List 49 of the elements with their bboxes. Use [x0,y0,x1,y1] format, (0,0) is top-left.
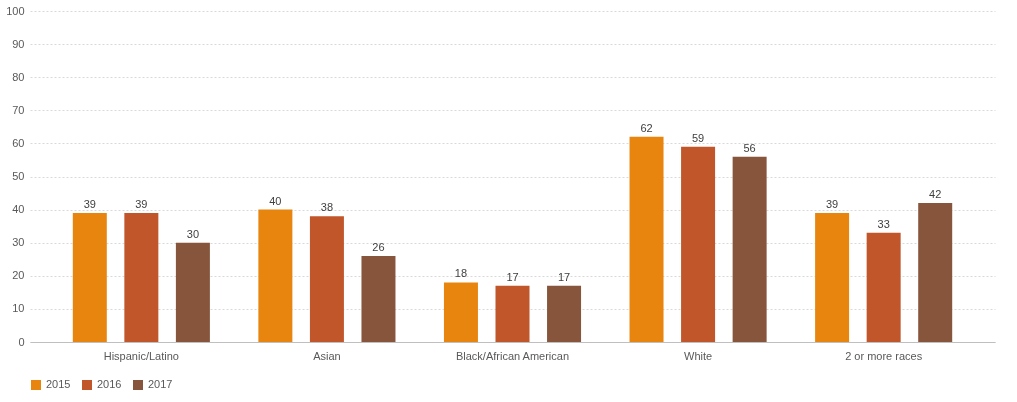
bar [547,285,582,342]
bar [309,216,344,342]
y-tick-label: 40 [12,203,25,216]
data-label: 39 [135,197,148,210]
legend-label: 2015 [46,378,71,390]
data-label: 26 [372,240,385,253]
data-label: 17 [506,270,519,283]
data-label: 62 [640,121,653,134]
y-tick-label: 20 [12,269,25,282]
bar [361,255,396,342]
data-label: 39 [825,197,839,210]
y-tick-label: 30 [12,236,25,249]
data-label: 17 [557,270,571,283]
bar [918,202,953,342]
data-label: 42 [929,187,942,200]
bar [443,282,478,342]
legend-label: 2016 [97,378,122,390]
bar [732,156,767,342]
bar [124,212,159,342]
y-tick-label: 90 [12,37,25,50]
bar [175,242,210,342]
x-tick-label: Hispanic/Latino [103,349,179,362]
data-label: 33 [877,217,890,230]
data-label: 38 [320,201,334,214]
bar [72,212,107,342]
y-tick-label: 10 [12,302,25,315]
bar [866,232,901,342]
data-label: 18 [454,267,468,280]
bar [495,285,530,342]
data-label: 40 [269,194,282,207]
y-tick-label: 80 [12,70,25,83]
bar [815,212,850,342]
data-label: 39 [83,197,96,210]
data-label: 30 [186,227,200,240]
x-tick-label: 2 or more races [845,349,923,362]
bar [258,209,293,342]
y-tick-label: 0 [18,335,25,348]
y-tick-label: 70 [12,103,25,116]
y-tick-label: 50 [12,170,25,182]
y-tick-label: 60 [12,136,25,149]
x-tick-label: White [684,349,713,362]
x-tick-label: Asian [313,349,341,362]
data-label: 56 [743,141,756,154]
legend-label: 2017 [148,378,173,390]
bar [681,146,716,342]
x-tick-label: Black/African American [455,349,570,362]
y-tick-label: 100 [6,4,25,17]
data-label: 59 [691,131,705,144]
bar [629,136,664,342]
